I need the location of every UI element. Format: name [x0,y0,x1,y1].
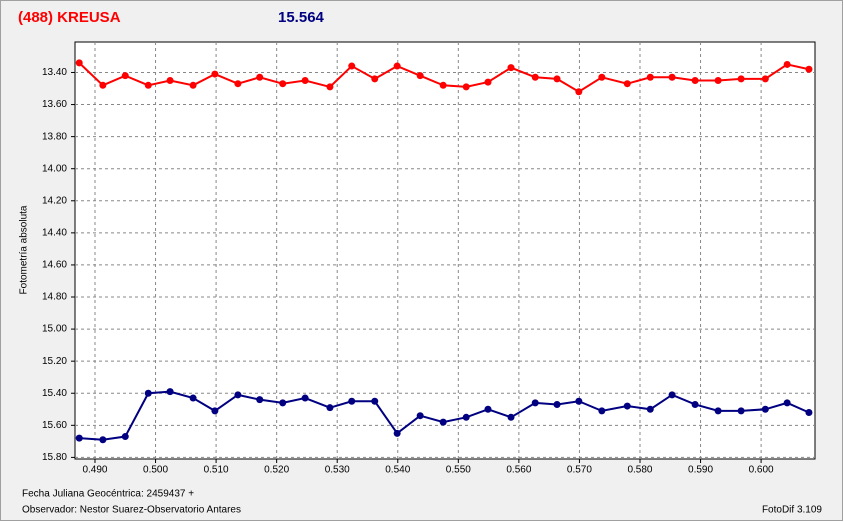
y-tick-label: 15.40 [42,388,67,399]
x-tick-label: 0.520 [264,465,289,476]
data-point [646,405,654,413]
y-tick-label: 14.60 [42,260,67,271]
data-point [507,64,515,72]
y-tick-label: 14.20 [42,195,67,206]
period: 15.564 [278,9,325,26]
y-tick-label: 15.80 [42,452,67,463]
x-tick-label: 0.590 [688,465,713,476]
footer-date: Fecha Juliana Geocéntrica: 2459437 + [22,489,194,500]
y-tick-label: 13.60 [42,99,67,110]
data-point [416,72,424,80]
data-point [371,397,379,405]
data-point [166,76,174,84]
data-point [326,83,334,91]
data-point [507,413,515,421]
x-tick-label: 0.500 [143,465,168,476]
data-point [75,59,83,67]
data-point [301,76,309,84]
data-point [189,81,197,89]
data-point [484,405,492,413]
data-point [211,70,219,78]
y-tick-label: 13.80 [42,131,67,142]
y-tick-label: 15.60 [42,420,67,431]
data-point [575,88,583,96]
data-point [737,407,745,415]
x-tick-label: 0.600 [749,465,774,476]
data-point [761,75,769,83]
data-point [439,81,447,89]
x-tick-label: 0.560 [506,465,531,476]
data-point [371,75,379,83]
data-point [623,402,631,410]
y-axis-label: Fotometría absoluta [19,205,30,294]
plot-area [74,41,816,460]
data-point [531,73,539,81]
x-tick-label: 0.510 [204,465,229,476]
data-point [553,75,561,83]
data-point [598,407,606,415]
data-point [393,62,401,70]
data-point [668,73,676,81]
y-tick-label: 14.80 [42,292,67,303]
data-point [121,72,129,80]
x-tick-label: 0.550 [446,465,471,476]
data-point [348,62,356,70]
data-point [416,412,424,420]
data-point [234,80,242,88]
data-point [714,407,722,415]
data-point [484,78,492,86]
data-point [623,80,631,88]
data-point [439,418,447,426]
data-point [211,407,219,415]
y-tick-label: 14.00 [42,163,67,174]
data-point [805,408,813,416]
data-point [668,391,676,399]
data-point [144,389,152,397]
data-point [462,83,470,91]
data-point [646,73,654,81]
y-tick-label: 14.40 [42,227,67,238]
y-tick-label: 13.40 [42,67,67,78]
data-point [279,80,287,88]
data-point [531,399,539,407]
data-point [348,397,356,405]
data-point [737,75,745,83]
data-point [553,400,561,408]
data-point [99,436,107,444]
chart-title: (488) KREUSA [18,9,121,26]
data-point [805,65,813,73]
data-point [144,81,152,89]
data-point [462,413,470,421]
data-point [691,400,699,408]
footer-observer: Observador: Nestor Suarez-Observatorio A… [22,505,241,516]
data-point [714,76,722,84]
data-point [256,73,264,81]
data-point [783,399,791,407]
y-tick-label: 15.20 [42,356,67,367]
data-point [598,73,606,81]
x-tick-label: 0.490 [82,465,107,476]
data-point [256,396,264,404]
data-point [99,81,107,89]
data-point [189,394,197,402]
data-point [326,404,334,412]
x-tick-label: 0.570 [567,465,592,476]
data-point [301,394,309,402]
footer-software: FotoDif 3.109 [762,505,822,516]
data-point [121,433,129,441]
data-point [761,405,769,413]
x-tick-label: 0.530 [325,465,350,476]
data-point [575,397,583,405]
y-tick-label: 15.00 [42,324,67,335]
data-point [691,76,699,84]
x-tick-label: 0.540 [385,465,410,476]
data-point [783,60,791,68]
data-point [279,399,287,407]
data-point [234,391,242,399]
x-tick-label: 0.580 [627,465,652,476]
data-point [393,429,401,437]
data-point [75,434,83,442]
data-point [166,388,174,396]
